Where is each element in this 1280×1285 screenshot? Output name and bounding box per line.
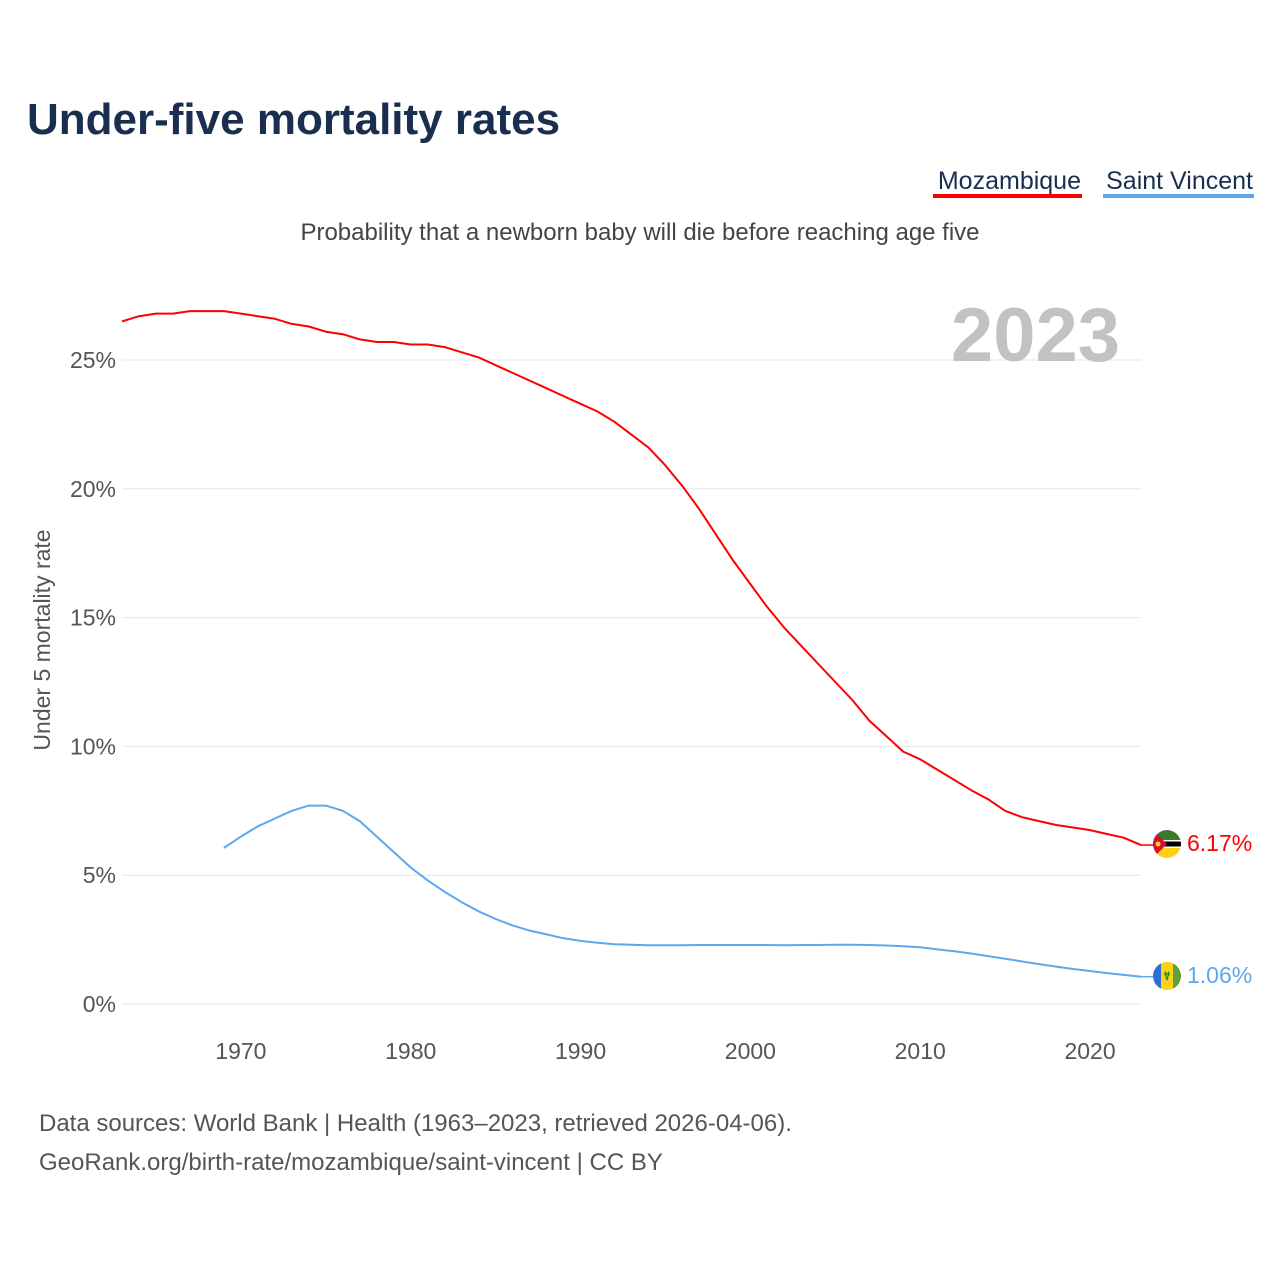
end-label-saint-vincent: 1.06% [1187, 962, 1252, 988]
y-axis: 0% 5% 10% 15% 20% 25% [70, 347, 116, 1017]
series-line-saint-vincent [223, 804, 1142, 978]
saint-vincent-flag-icon [1153, 962, 1181, 990]
x-tick-label: 1970 [215, 1038, 266, 1064]
y-tick-label: 5% [83, 862, 116, 888]
chart-subtitle: Probability that a newborn baby will die… [300, 219, 979, 246]
series-line-mozambique [121, 310, 1142, 847]
x-tick-label: 1990 [555, 1038, 606, 1064]
x-tick-label: 2000 [725, 1038, 776, 1064]
chart-title: Under-five mortality rates [27, 95, 560, 144]
source-url[interactable]: GeoRank.org/birth-rate/mozambique/saint-… [39, 1149, 663, 1176]
source-note: Data sources: World Bank | Health (1963–… [39, 1110, 792, 1137]
y-tick-label: 20% [70, 476, 116, 502]
y-axis-label: Under 5 mortality rate [29, 529, 55, 750]
y-tick-label: 10% [70, 733, 116, 759]
legend-item-saint-vincent[interactable]: Saint Vincent [1106, 167, 1253, 195]
y-tick-label: 0% [83, 991, 116, 1017]
legend: Mozambique Saint Vincent [933, 167, 1254, 198]
x-tick-label: 1980 [385, 1038, 436, 1064]
year-label: 2023 [951, 293, 1120, 378]
legend-swatch-mozambique [933, 194, 1082, 198]
x-tick-label: 2020 [1064, 1038, 1115, 1064]
x-axis: 1970 1980 1990 2000 2010 2020 [215, 1038, 1115, 1064]
legend-swatch-saint-vincent [1103, 194, 1254, 198]
y-tick-label: 15% [70, 605, 116, 631]
y-tick-label: 25% [70, 347, 116, 373]
end-label-mozambique: 6.17% [1187, 830, 1252, 856]
legend-item-mozambique[interactable]: Mozambique [938, 167, 1081, 195]
series-lines [121, 310, 1155, 978]
mozambique-flag-icon [1153, 830, 1181, 858]
gridlines [122, 359, 1141, 1005]
x-tick-label: 2010 [895, 1038, 946, 1064]
